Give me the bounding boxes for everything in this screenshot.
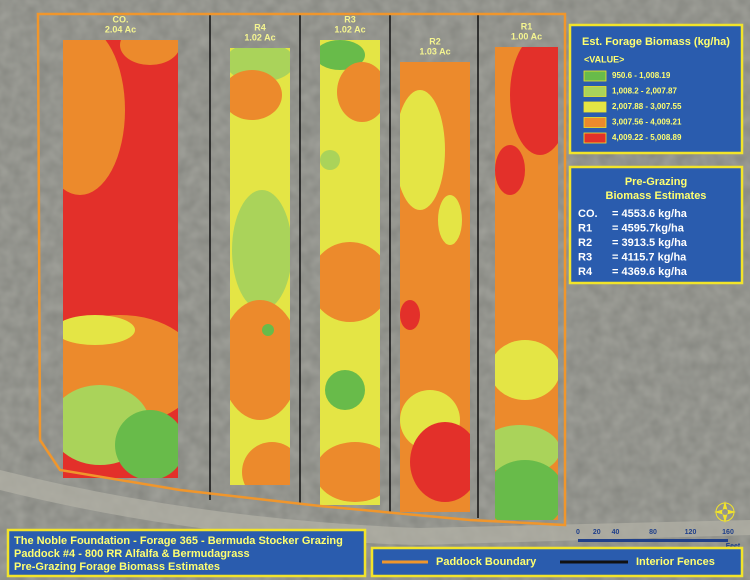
scale-bar: 0 20 40 80 120 160 Feet — [576, 529, 741, 550]
estimate-value: = 4553.6 kg/ha — [612, 208, 688, 220]
estimate-value: = 3913.5 kg/ha — [612, 237, 688, 249]
estimate-name: R3 — [578, 251, 592, 263]
paddock-boundary — [36, 12, 567, 527]
strip-area: 1.02 Ac — [244, 32, 275, 42]
biomass-zone — [242, 442, 290, 485]
biomass-zone — [230, 70, 282, 120]
boundary-label: Paddock Boundary — [436, 556, 537, 568]
scale-label: 20 — [593, 529, 601, 536]
strip — [230, 48, 290, 485]
legend-swatch — [583, 117, 607, 128]
estimate-name: R2 — [578, 237, 592, 249]
legend-title: Est. Forage Biomass (kg/ha) — [582, 36, 730, 48]
legend-field: <VALUE> — [584, 54, 624, 64]
biomass-zone — [325, 370, 365, 410]
legend-label: 3,007.56 - 4,009.21 — [612, 118, 682, 127]
scale-label: 40 — [612, 529, 620, 536]
strip-name: CO. — [112, 14, 128, 24]
strip-area: 1.02 Ac — [334, 24, 365, 34]
biomass-legend: Est. Forage Biomass (kg/ha) <VALUE> 950.… — [568, 23, 744, 155]
strip-name: R3 — [344, 14, 356, 24]
biomass-zone — [63, 315, 135, 345]
legend-swatch — [583, 70, 607, 82]
biomass-zone — [232, 190, 290, 310]
estimates-title: Pre-Grazing — [625, 176, 687, 188]
scale-label: 160 — [722, 529, 734, 536]
biomass-zone — [438, 195, 462, 245]
footer-line: Paddock #4 - 800 RR Alfalfa & Bermudagra… — [14, 548, 250, 560]
footer-line: The Noble Foundation - Forage 365 - Berm… — [14, 535, 343, 547]
legend-label: 2,007.88 - 3,007.55 — [612, 102, 682, 111]
biomass-zone — [120, 40, 178, 65]
biomass-zone — [230, 300, 290, 420]
title-box: The Noble Foundation - Forage 365 - Berm… — [6, 528, 367, 578]
footer-line: Pre-Grazing Forage Biomass Estimates — [14, 561, 220, 573]
legend-label: 1,008.2 - 2,007.87 — [612, 87, 677, 96]
estimates-panel — [568, 165, 744, 285]
biomass-zone — [400, 300, 420, 330]
biomass-zone — [337, 62, 380, 122]
scale-line — [578, 539, 728, 542]
biomass-zone — [115, 410, 178, 478]
biomass-zone — [495, 145, 525, 195]
strip — [495, 47, 558, 520]
estimate-name: R4 — [578, 266, 593, 278]
estimates-title: Biomass Estimates — [606, 190, 707, 202]
scale-label: 0 — [576, 529, 580, 536]
estimate-value: = 4115.7 kg/ha — [612, 251, 687, 263]
legend-swatch — [583, 101, 607, 113]
strip — [320, 40, 380, 505]
legend-label: 4,009.22 - 5,008.89 — [612, 133, 682, 142]
estimate-name: CO. — [578, 208, 598, 220]
strip-area: 2.04 Ac — [105, 24, 136, 34]
biomass-zone — [63, 40, 125, 195]
biomass-zone — [495, 460, 558, 520]
map-legend-panel — [370, 546, 744, 578]
road — [0, 470, 750, 545]
strips — [63, 40, 558, 520]
strip-name: R1 — [521, 21, 533, 31]
biomass-zone — [262, 324, 274, 336]
scale-label: 80 — [649, 529, 657, 536]
biomass-zone — [410, 422, 470, 502]
strip — [400, 62, 470, 512]
estimate-value: = 4595.7kg/ha — [612, 222, 685, 234]
biomass-zone — [320, 442, 380, 502]
legend-swatch — [583, 86, 607, 97]
estimate-name: R1 — [578, 222, 592, 234]
legend-swatch — [583, 132, 607, 144]
scale-unit: Feet — [726, 543, 741, 550]
biomass-zone — [510, 47, 558, 155]
biomass-zone — [400, 90, 445, 210]
strip — [63, 40, 178, 478]
strip-name: R2 — [429, 36, 441, 46]
biomass-zone — [320, 150, 340, 170]
estimate-value: = 4369.6 kg/ha — [612, 266, 688, 278]
estimates-box: Pre-Grazing Biomass Estimates CO. = 4553.… — [568, 165, 744, 285]
scale-label: 120 — [685, 529, 697, 536]
title-panel — [6, 528, 367, 578]
biomass-zone — [495, 340, 558, 400]
strip-area: 1.03 Ac — [419, 46, 450, 56]
biomass-zone — [320, 40, 365, 70]
strip-area: 1.00 Ac — [511, 31, 542, 41]
legend-label: 950.6 - 1,008.19 — [612, 71, 671, 80]
fences — [209, 14, 479, 518]
map-legend: Paddock Boundary Interior Fences — [370, 546, 744, 578]
north-arrow — [714, 501, 736, 523]
biomass-zone — [320, 242, 380, 322]
fence-label: Interior Fences — [636, 556, 715, 568]
strip-name: R4 — [254, 22, 266, 32]
